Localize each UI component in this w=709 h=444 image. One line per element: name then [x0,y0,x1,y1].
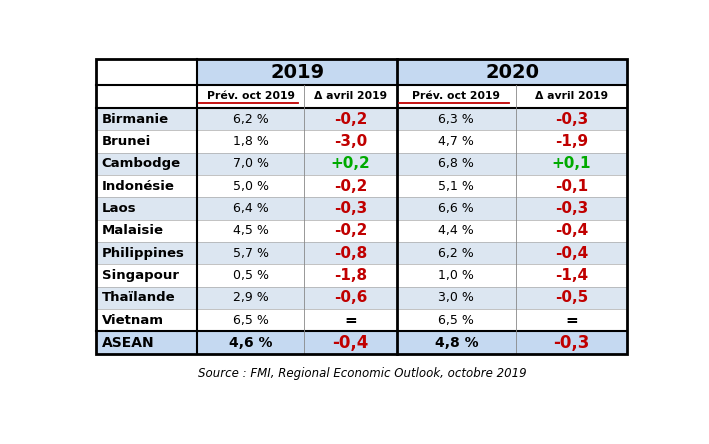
Text: -0,4: -0,4 [555,223,588,238]
Bar [96,220,627,242]
Bar [96,286,627,309]
Text: -0,2: -0,2 [334,111,367,127]
Text: Birmanie: Birmanie [102,113,169,126]
Text: 6,4 %: 6,4 % [233,202,269,215]
Text: 5,7 %: 5,7 % [233,246,269,260]
Text: 6,2 %: 6,2 % [438,246,474,260]
Text: 4,6 %: 4,6 % [229,336,272,350]
Text: Cambodge: Cambodge [102,157,181,170]
Bar [96,59,627,85]
Text: -1,9: -1,9 [555,134,588,149]
Text: Vietnam: Vietnam [102,313,164,327]
Text: -0,3: -0,3 [555,201,588,216]
Text: -0,5: -0,5 [555,290,588,305]
Text: 2019: 2019 [270,63,324,82]
Text: Philippines: Philippines [102,246,184,260]
Text: +0,1: +0,1 [552,156,591,171]
Text: 5,1 %: 5,1 % [438,180,474,193]
Text: Brunei: Brunei [102,135,151,148]
Text: -0,3: -0,3 [553,334,590,352]
Text: -0,2: -0,2 [334,178,367,194]
Text: 6,5 %: 6,5 % [438,313,474,327]
Text: Singapour: Singapour [102,269,179,282]
Text: -0,2: -0,2 [334,223,367,238]
Bar [96,153,627,175]
Text: Malaisie: Malaisie [102,224,164,237]
Text: -0,4: -0,4 [333,334,369,352]
Text: -0,3: -0,3 [555,111,588,127]
Text: +0,2: +0,2 [330,156,370,171]
Text: 2,9 %: 2,9 % [233,291,269,304]
Text: 4,5 %: 4,5 % [233,224,269,237]
Text: 4,8 %: 4,8 % [435,336,478,350]
Text: -0,1: -0,1 [555,178,588,194]
Text: Δ avril 2019: Δ avril 2019 [535,91,608,101]
Text: 6,8 %: 6,8 % [438,157,474,170]
Bar [96,108,627,130]
Text: =: = [344,313,357,328]
Text: Prév. oct 2019: Prév. oct 2019 [206,91,295,101]
Bar [96,59,627,354]
Text: 4,7 %: 4,7 % [438,135,474,148]
Text: -1,8: -1,8 [334,268,367,283]
Text: 4,4 %: 4,4 % [438,224,474,237]
Text: 6,6 %: 6,6 % [438,202,474,215]
Text: 1,8 %: 1,8 % [233,135,269,148]
Text: 5,0 %: 5,0 % [233,180,269,193]
Text: =: = [565,313,578,328]
Text: 7,0 %: 7,0 % [233,157,269,170]
Bar [96,175,627,197]
Text: -0,4: -0,4 [555,246,588,261]
Text: 0,5 %: 0,5 % [233,269,269,282]
Text: 6,5 %: 6,5 % [233,313,269,327]
Text: 3,0 %: 3,0 % [438,291,474,304]
Text: Thaïlande: Thaïlande [102,291,175,304]
Bar [96,331,627,354]
Bar [96,242,627,264]
Text: 6,2 %: 6,2 % [233,113,269,126]
Text: Laos: Laos [102,202,136,215]
Text: 1,0 %: 1,0 % [438,269,474,282]
Bar [96,130,627,153]
Text: -0,6: -0,6 [334,290,367,305]
Text: -3,0: -3,0 [334,134,367,149]
Bar [96,85,627,108]
Text: Δ avril 2019: Δ avril 2019 [314,91,387,101]
Text: Source : FMI, Regional Economic Outlook, octobre 2019: Source : FMI, Regional Economic Outlook,… [198,367,526,380]
Text: Prév. oct 2019: Prév. oct 2019 [413,91,501,101]
Text: ASEAN: ASEAN [102,336,155,350]
Bar [96,264,627,286]
Text: Indonésie: Indonésie [102,180,174,193]
Bar [96,309,627,331]
Bar [96,197,627,220]
Bar [96,59,197,85]
Text: 2020: 2020 [485,63,539,82]
Text: -0,8: -0,8 [334,246,367,261]
Text: 6,3 %: 6,3 % [438,113,474,126]
Text: -0,3: -0,3 [334,201,367,216]
Text: -1,4: -1,4 [555,268,588,283]
